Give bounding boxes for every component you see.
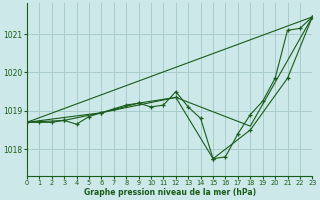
X-axis label: Graphe pression niveau de la mer (hPa): Graphe pression niveau de la mer (hPa) [84, 188, 256, 197]
